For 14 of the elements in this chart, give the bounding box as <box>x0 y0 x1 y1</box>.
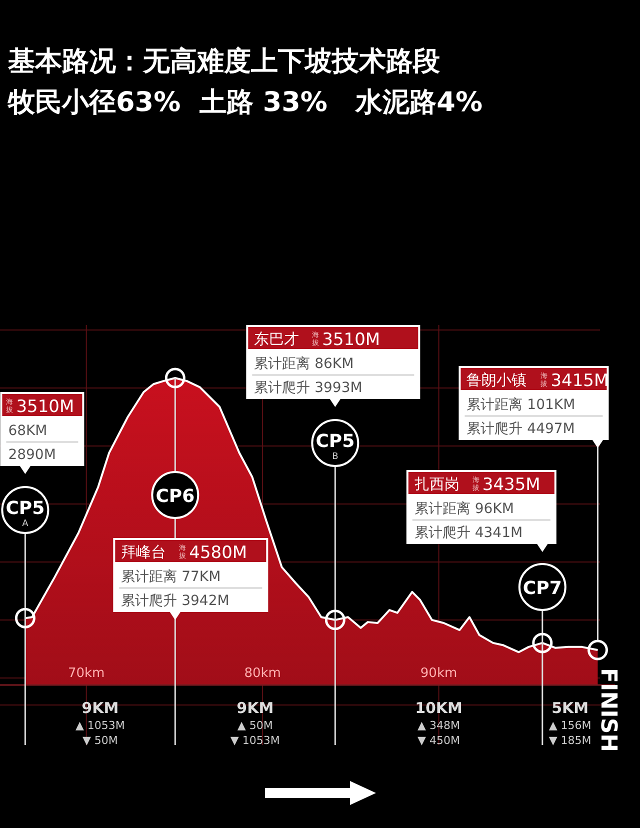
text: 10KM ▲ 348M ▼ 450M <box>415 699 462 747</box>
ref-line-label: CP5 A <box>6 498 45 529</box>
chart-title: 基本路况：无高难度上下坡技术路段 <box>7 46 441 77</box>
chart-subtitle: 牧民小径63% 土路 33% 水泥路4% <box>7 87 482 118</box>
ref-line-label: CP6 <box>156 486 195 507</box>
text: 9KM ▲ 1053M ▼ 50M <box>75 699 125 747</box>
annotation: FINISH <box>596 668 621 752</box>
text: 9KM ▲ 50M ▼ 1053M <box>230 699 280 747</box>
ref-line-label: CP7 <box>522 578 562 599</box>
x-tick-label: 90km <box>420 666 458 681</box>
text: 5KM ▲ 156M ▼ 185M <box>548 699 592 747</box>
x-tick-label: 80km <box>244 666 281 681</box>
x-tick-label: 70km <box>68 666 105 681</box>
ref-line-label: CP5 B <box>316 431 355 462</box>
